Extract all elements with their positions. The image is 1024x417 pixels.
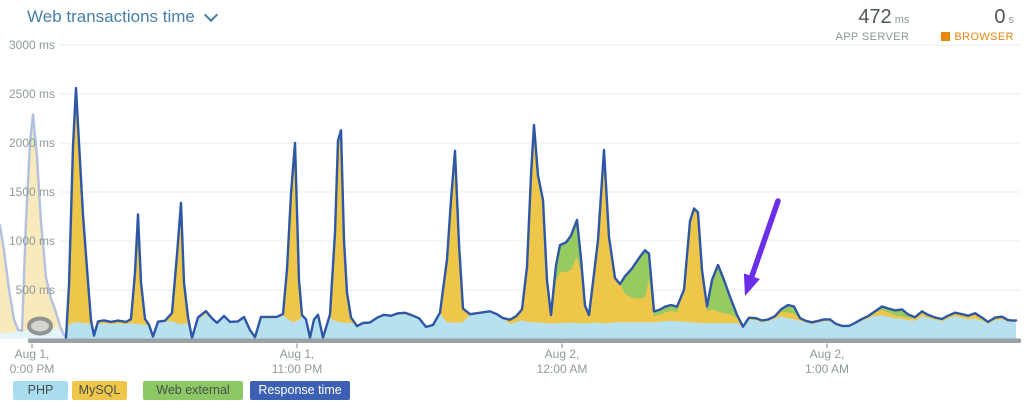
ellipse-marker bbox=[27, 316, 53, 336]
legend-chip-response-time[interactable]: Response time bbox=[250, 381, 350, 400]
y-axis-label: 1000 ms bbox=[8, 234, 55, 248]
area-mysql-faded bbox=[0, 142, 66, 339]
x-axis-label: Aug 1, 11:00 PM bbox=[271, 347, 323, 376]
y-axis-label: 2000 ms bbox=[8, 136, 55, 150]
purple-arrow-annotation bbox=[743, 198, 781, 296]
x-axis-label: Aug 2, 1:00 AM bbox=[804, 347, 850, 376]
app-server-value: 472 ms bbox=[858, 6, 910, 28]
app-server-label: APP SERVER bbox=[835, 31, 910, 43]
x-axis-label: Aug 2, 12:00 AM bbox=[536, 347, 588, 376]
y-axis-label: 500 ms bbox=[15, 283, 55, 297]
app-server-unit: ms bbox=[894, 14, 910, 26]
y-axis-label: 3000 ms bbox=[8, 38, 55, 52]
area-php bbox=[66, 311, 1016, 339]
x-axis-label: Aug 1, 0:00 PM bbox=[9, 347, 55, 376]
browser-label: BROWSER bbox=[941, 31, 1014, 44]
area-mysql bbox=[66, 98, 1016, 340]
chart-legend: PHP MySQL Web external Response time bbox=[13, 381, 350, 400]
browser-unit: s bbox=[1008, 14, 1015, 26]
response-time-line bbox=[64, 86, 1018, 340]
x-axis-bar bbox=[28, 338, 1021, 343]
legend-chip-php[interactable]: PHP bbox=[13, 381, 68, 400]
y-axis-label: 2500 ms bbox=[8, 87, 55, 101]
chart-title-dropdown[interactable]: Web transactions time bbox=[27, 7, 218, 27]
legend-chip-web-external[interactable]: Web external bbox=[143, 381, 243, 400]
area-web-external-faded bbox=[0, 114, 66, 340]
legend-chip-mysql[interactable]: MySQL bbox=[72, 381, 127, 400]
y-axis-label: 1500 ms bbox=[8, 185, 55, 199]
browser-swatch-icon bbox=[941, 32, 951, 41]
page-title: Web transactions time bbox=[27, 7, 195, 26]
response-time-line-faded bbox=[0, 113, 68, 340]
app-server-stat: 472 ms APP SERVER bbox=[835, 6, 909, 44]
